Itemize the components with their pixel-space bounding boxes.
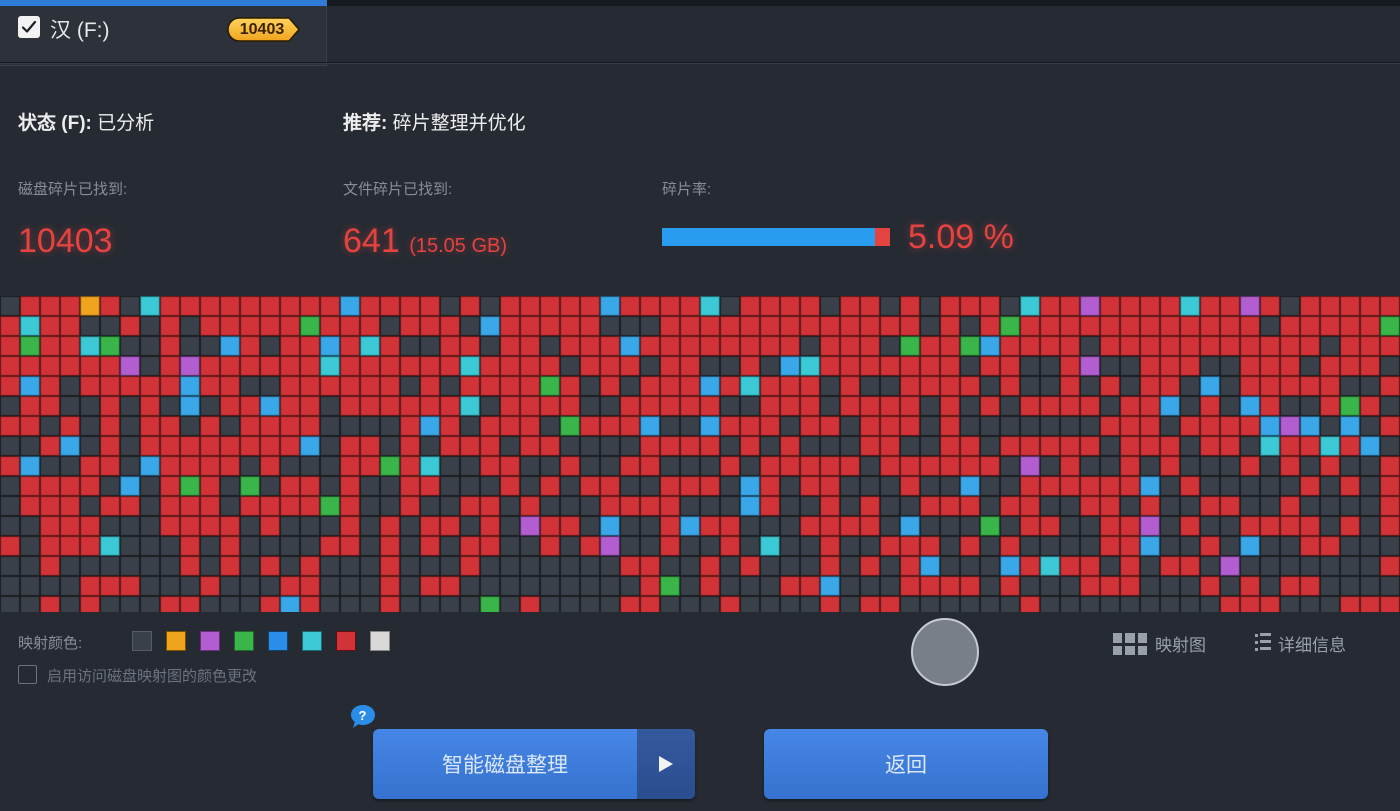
svg-text:?: ?: [359, 708, 367, 723]
